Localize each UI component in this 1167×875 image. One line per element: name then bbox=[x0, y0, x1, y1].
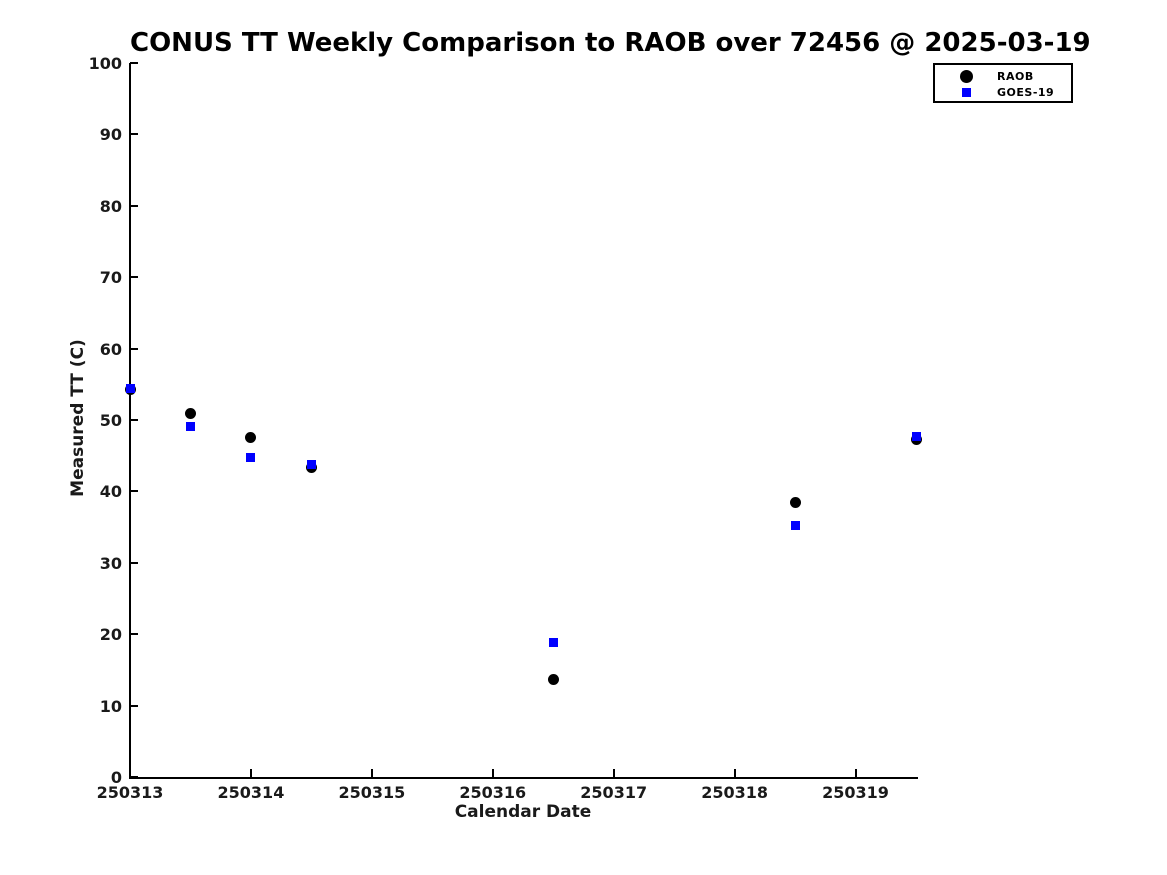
y-tick-label: 50 bbox=[99, 411, 122, 430]
y-tick bbox=[130, 133, 138, 136]
data-point-goes-19 bbox=[185, 421, 195, 431]
x-tick bbox=[612, 769, 615, 777]
x-tick-label: 250319 bbox=[822, 783, 889, 802]
data-point-raob bbox=[547, 673, 559, 685]
raob-circle-icon bbox=[959, 69, 973, 83]
legend-item-goes19: GOES-19 bbox=[935, 84, 1071, 100]
legend: RAOB GOES-19 bbox=[933, 63, 1073, 103]
x-tick bbox=[733, 769, 736, 777]
data-point-raob bbox=[789, 497, 801, 509]
y-tick bbox=[130, 62, 138, 64]
legend-label-raob: RAOB bbox=[997, 69, 1034, 83]
x-tick-label: 250313 bbox=[96, 783, 164, 802]
x-tick-label: 250318 bbox=[701, 783, 769, 802]
x-tick bbox=[249, 769, 252, 777]
data-point-goes-19 bbox=[306, 460, 316, 470]
x-tick-label: 250317 bbox=[580, 783, 648, 802]
data-point-goes-19 bbox=[911, 431, 921, 441]
y-tick-label: 10 bbox=[99, 696, 122, 716]
y-tick-label: 60 bbox=[99, 339, 122, 359]
legend-label-goes19: GOES-19 bbox=[997, 85, 1055, 99]
plot-area bbox=[124, 62, 922, 778]
legend-item-raob: RAOB bbox=[935, 68, 1071, 84]
y-tick-label: 20 bbox=[99, 625, 122, 645]
y-tick-label: 70 bbox=[99, 268, 122, 288]
y-tick bbox=[130, 347, 138, 350]
legend-marker-cell bbox=[935, 69, 997, 83]
legend-marker-cell bbox=[935, 87, 997, 97]
y-tick-label: 40 bbox=[99, 482, 122, 502]
y-tick bbox=[130, 490, 138, 493]
y-tick bbox=[130, 633, 138, 636]
x-tick bbox=[491, 769, 494, 777]
y-tick-label: 80 bbox=[99, 196, 122, 216]
x-tick-label: 250315 bbox=[338, 783, 406, 802]
data-point-raob bbox=[184, 408, 196, 420]
y-tick-label: 90 bbox=[99, 125, 122, 145]
x-tick bbox=[370, 769, 373, 777]
y-tick bbox=[130, 204, 138, 207]
chart-title: CONUS TT Weekly Comparison to RAOB over … bbox=[130, 28, 1091, 58]
x-axis-label: Calendar Date bbox=[454, 802, 592, 822]
x-axis-spine bbox=[129, 777, 918, 779]
data-point-raob bbox=[245, 432, 257, 444]
y-tick-label: 30 bbox=[99, 553, 122, 573]
data-point-goes-19 bbox=[548, 638, 558, 648]
x-tick-label: 250316 bbox=[459, 783, 527, 802]
y-tick-label: 100 bbox=[88, 54, 122, 73]
x-tick bbox=[854, 769, 857, 777]
x-tick bbox=[129, 769, 131, 777]
x-tick-label: 250314 bbox=[217, 783, 285, 802]
data-point-goes-19 bbox=[246, 453, 256, 463]
y-axis-spine bbox=[129, 63, 131, 779]
data-point-goes-19 bbox=[790, 521, 800, 531]
y-tick-label: 0 bbox=[110, 768, 122, 787]
y-tick bbox=[130, 776, 138, 778]
y-tick bbox=[130, 704, 138, 707]
y-axis-label: Measured TT (C) bbox=[68, 339, 88, 497]
y-tick bbox=[130, 419, 138, 421]
y-tick bbox=[130, 561, 138, 564]
y-tick bbox=[130, 276, 138, 279]
data-point-goes-19 bbox=[125, 384, 135, 394]
goes19-square-icon bbox=[961, 87, 971, 97]
